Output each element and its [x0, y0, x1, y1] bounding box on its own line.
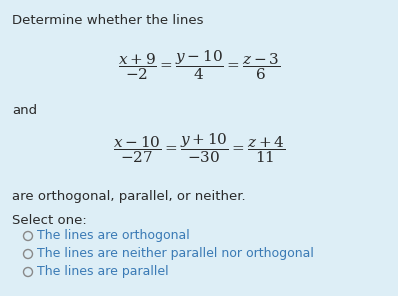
Text: The lines are neither parallel nor orthogonal: The lines are neither parallel nor ortho… — [37, 247, 314, 260]
Text: and: and — [12, 104, 37, 117]
Text: are orthogonal, parallel, or neither.: are orthogonal, parallel, or neither. — [12, 190, 246, 203]
Text: The lines are parallel: The lines are parallel — [37, 266, 169, 279]
Text: $\dfrac{x-10}{-27} = \dfrac{y+10}{-30} = \dfrac{z+4}{11}$: $\dfrac{x-10}{-27} = \dfrac{y+10}{-30} =… — [113, 131, 285, 165]
Text: $\dfrac{x+9}{-2} = \dfrac{y-10}{4} = \dfrac{z-3}{6}$: $\dfrac{x+9}{-2} = \dfrac{y-10}{4} = \df… — [118, 48, 280, 82]
Text: Select one:: Select one: — [12, 214, 87, 227]
Text: The lines are orthogonal: The lines are orthogonal — [37, 229, 190, 242]
Text: Determine whether the lines: Determine whether the lines — [12, 14, 203, 27]
